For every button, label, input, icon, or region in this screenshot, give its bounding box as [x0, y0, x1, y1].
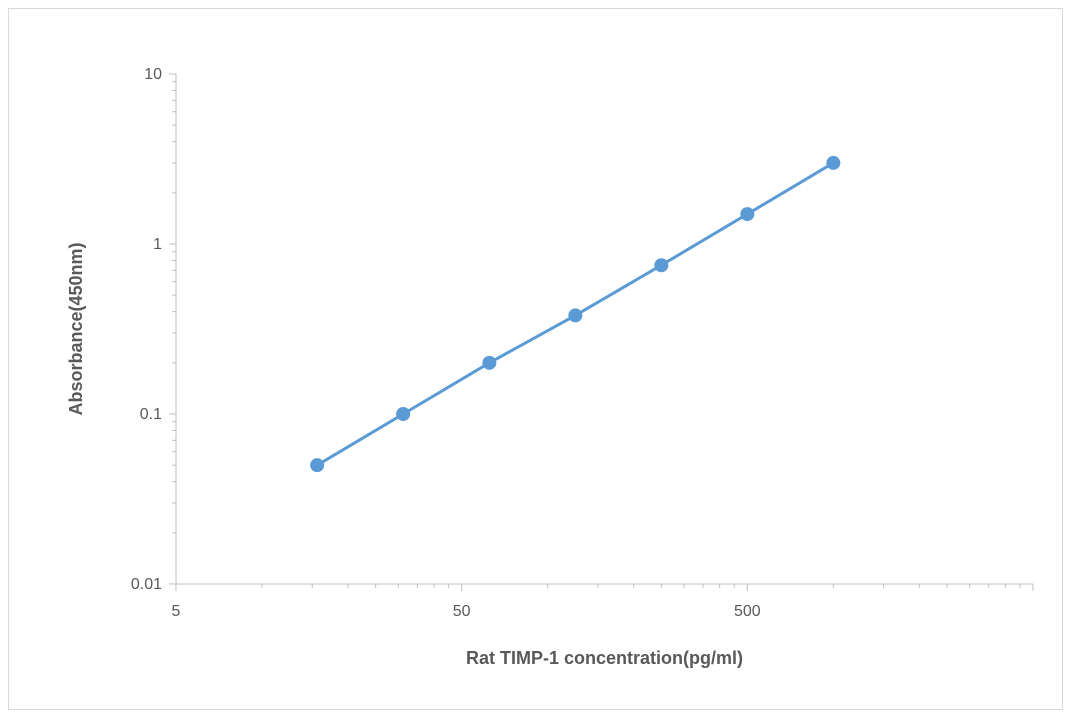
data-point: [568, 308, 583, 323]
data-point: [396, 407, 411, 421]
y-axis-title: Absorbance(450nm): [66, 242, 86, 415]
y-tick-label: 0.1: [140, 406, 162, 423]
y-tick-label: 10: [144, 66, 162, 83]
x-tick-label: 5: [172, 603, 181, 620]
x-axis-title: Rat TIMP-1 concentration(pg/ml): [466, 648, 743, 668]
x-tick-label: 500: [734, 603, 761, 620]
y-tick-label: 1: [153, 236, 162, 253]
axes: [169, 73, 1034, 591]
x-axis-tick-labels: 5 50 500: [172, 603, 761, 620]
chart-area: [8, 8, 1063, 710]
data-point: [310, 458, 325, 473]
x-axis-ticks: [175, 584, 1034, 591]
y-axis-ticks: [169, 73, 176, 585]
data-point: [740, 207, 755, 222]
data-point: [482, 355, 497, 370]
data-point: [654, 258, 669, 273]
data-series: [310, 155, 841, 473]
y-axis-tick-labels: 0.01 0.1 1 10: [131, 66, 162, 593]
data-point: [826, 155, 841, 170]
y-tick-label: 0.01: [131, 576, 162, 593]
x-tick-label: 50: [453, 603, 471, 620]
